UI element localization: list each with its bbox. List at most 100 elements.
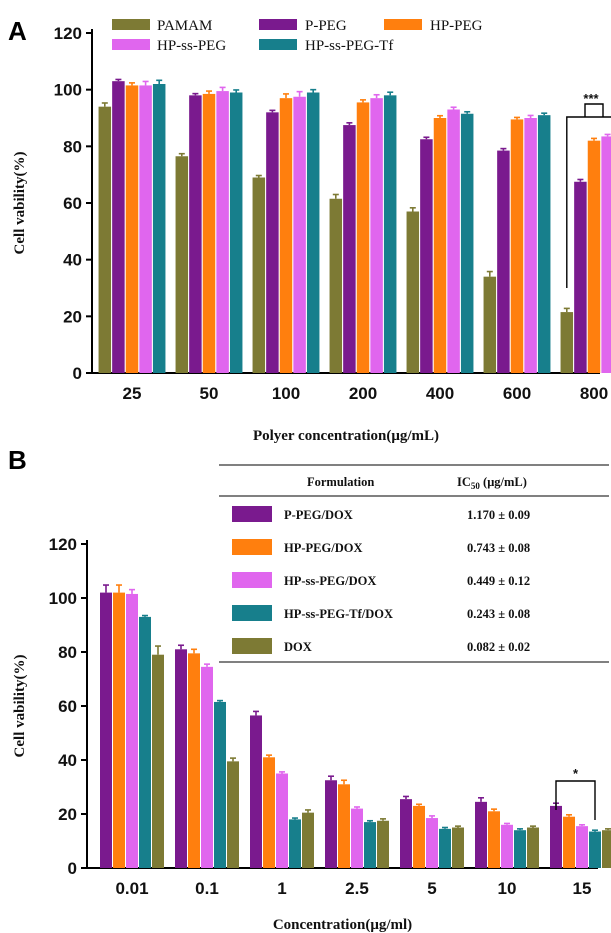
bar-hp-peg	[587, 140, 601, 373]
bar-p-peg-dox	[475, 801, 487, 868]
bar-hp-ss-peg	[601, 136, 611, 373]
significance-bracket-inner	[584, 103, 604, 117]
bar-pamam	[483, 276, 497, 373]
bar-dox	[302, 812, 314, 868]
bar-hp-peg-dox	[488, 811, 500, 868]
bar-hp-peg-dox	[563, 816, 575, 868]
bar-hp-ss-peg-tf-dox	[139, 616, 151, 868]
x-tick-label: 5	[427, 879, 436, 898]
table-formulation: HP-ss-PEG/DOX	[284, 574, 376, 588]
bar-hp-ss-peg-tf	[152, 84, 166, 373]
table-ic50-value: 0.743 ± 0.08	[467, 541, 530, 555]
bar-hp-ss-peg-tf	[229, 92, 243, 373]
bar-hp-ss-peg-tf	[460, 113, 474, 373]
x-tick-label: 800	[580, 384, 608, 403]
bar-dox	[602, 830, 611, 868]
bar-pamam	[560, 312, 574, 373]
bar-dox	[527, 827, 539, 868]
table-header-ic50: IC50 (μg/mL)	[457, 475, 527, 491]
y-tick-label: 100	[54, 81, 82, 100]
bar-hp-ss-peg-tf	[306, 92, 320, 373]
legend-swatch	[112, 39, 150, 50]
bar-pamam	[175, 156, 189, 373]
x-tick-label: 600	[503, 384, 531, 403]
bar-pamam	[252, 177, 266, 373]
bar-hp-ss-peg-dox	[576, 826, 588, 868]
significance-bracket	[566, 116, 611, 288]
legend-label: HP-ss-PEG	[157, 38, 226, 54]
y-tick-label: 120	[49, 535, 77, 554]
bar-hp-ss-peg-tf-dox	[364, 822, 376, 868]
legend-label: P-PEG	[305, 18, 347, 34]
y-tick-label: 40	[58, 751, 77, 770]
bar-p-peg	[112, 81, 125, 374]
bar-hp-peg-dox	[113, 592, 125, 868]
bar-pamam	[329, 198, 343, 373]
legend-swatch	[112, 19, 150, 30]
x-tick-label: 50	[200, 384, 219, 403]
y-tick-label: 40	[63, 251, 82, 270]
legend-label: HP-PEG	[430, 18, 483, 34]
x-tick-label: 15	[573, 879, 592, 898]
x-tick-label: 0.1	[195, 879, 219, 898]
table-header-formulation: Formulation	[307, 475, 374, 489]
bar-hp-ss-peg-dox	[426, 818, 438, 868]
bar-p-peg-dox	[550, 805, 562, 868]
y-axis-label: Cell vability(%)	[12, 655, 28, 758]
x-axis-label: Concentration(μg/ml)	[273, 917, 412, 933]
bar-hp-ss-peg-dox	[126, 593, 138, 868]
y-tick-label: 0	[73, 364, 82, 383]
bar-hp-ss-peg-tf-dox	[214, 701, 226, 868]
legend-swatch	[232, 605, 272, 621]
bar-p-peg	[574, 181, 587, 373]
bar-dox	[227, 761, 239, 868]
table-formulation: P-PEG/DOX	[284, 508, 353, 522]
legend-swatch	[232, 638, 272, 654]
bar-hp-ss-peg-dox	[276, 773, 288, 868]
bar-hp-ss-peg-dox	[201, 666, 213, 868]
legend-swatch	[384, 19, 422, 30]
bar-hp-ss-peg	[447, 109, 460, 373]
bar-hp-peg-dox	[188, 653, 200, 868]
significance-label: ***	[583, 91, 599, 106]
bar-hp-ss-peg-dox	[501, 824, 513, 868]
bar-hp-peg	[125, 85, 139, 374]
table-formulation: HP-PEG/DOX	[284, 541, 362, 555]
bar-hp-ss-peg	[216, 91, 229, 373]
y-tick-label: 0	[68, 859, 77, 878]
panel-label-a: A	[8, 16, 27, 46]
bar-hp-ss-peg	[524, 118, 537, 373]
table-formulation: HP-ss-PEG-Tf/DOX	[284, 607, 393, 621]
y-tick-label: 60	[58, 697, 77, 716]
bar-p-peg	[189, 95, 202, 373]
x-tick-label: 400	[426, 384, 454, 403]
bar-hp-ss-peg	[293, 96, 306, 373]
table-ic50-value: 0.082 ± 0.02	[467, 640, 530, 654]
bar-hp-peg	[279, 98, 293, 374]
x-tick-label: 200	[349, 384, 377, 403]
y-tick-label: 120	[54, 24, 82, 43]
bar-hp-peg	[356, 102, 370, 374]
y-tick-label: 100	[49, 589, 77, 608]
x-tick-label: 2.5	[345, 879, 369, 898]
significance-label: *	[573, 766, 579, 781]
bar-p-peg	[343, 125, 356, 373]
bar-p-peg	[420, 139, 433, 373]
x-axis-label: Polyer concentration(μg/mL)	[253, 428, 439, 444]
x-tick-label: 10	[498, 879, 517, 898]
panel-label-b: B	[8, 445, 27, 475]
bar-hp-peg	[433, 118, 447, 373]
bar-pamam	[98, 106, 112, 374]
bar-hp-ss-peg	[139, 85, 152, 374]
y-tick-label: 80	[63, 137, 82, 156]
legend-label: HP-ss-PEG-Tf	[305, 38, 393, 54]
table-formulation: DOX	[284, 640, 312, 654]
bar-p-peg-dox	[250, 715, 262, 868]
x-tick-label: 1	[277, 879, 286, 898]
bar-hp-ss-peg-tf-dox	[514, 830, 526, 868]
table-ic50-value: 1.170 ± 0.09	[467, 508, 530, 522]
bar-hp-peg-dox	[338, 784, 350, 868]
legend-swatch	[232, 572, 272, 588]
bar-hp-peg-dox	[413, 805, 425, 868]
